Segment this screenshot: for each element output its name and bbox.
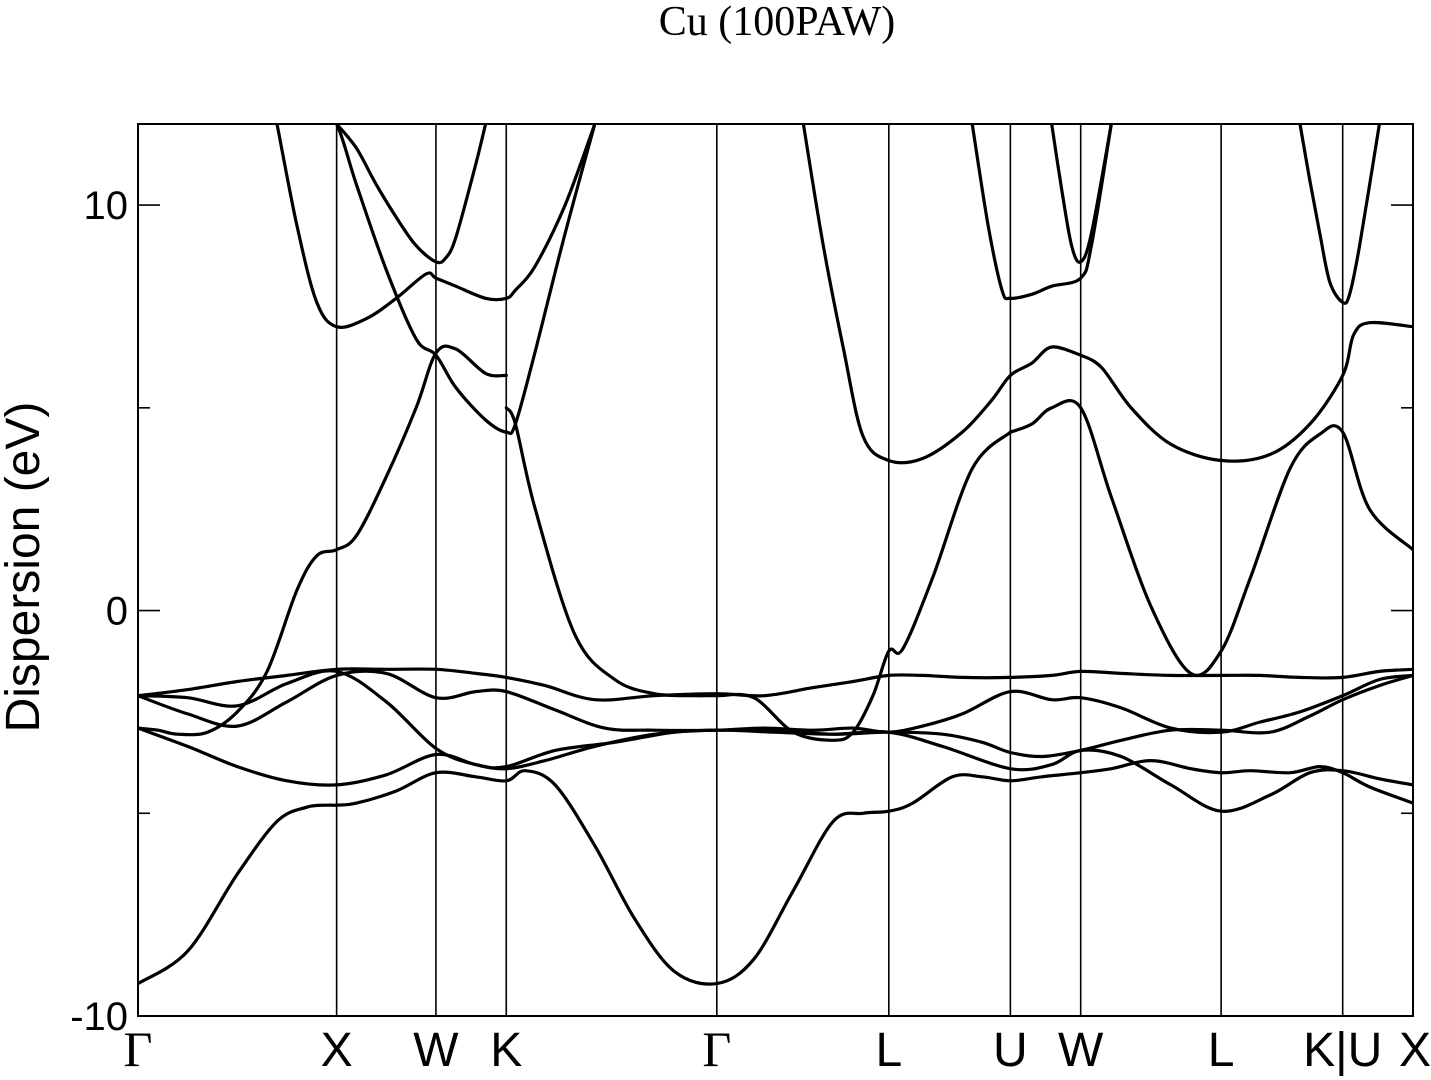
k-path-labels: Γ X W K Γ L U W L K|U X bbox=[124, 1021, 1431, 1077]
k-label-5: L bbox=[875, 1024, 902, 1077]
k-label-7: W bbox=[1058, 1024, 1104, 1077]
band-line-4 bbox=[138, 667, 1413, 702]
band-line-5 bbox=[138, 344, 508, 737]
band-line-12 bbox=[1079, 320, 1413, 463]
band-lines bbox=[138, 124, 1413, 986]
band-line-11 bbox=[801, 124, 1083, 465]
k-label-9: K|U bbox=[1303, 1024, 1382, 1077]
band-line-13 bbox=[970, 124, 1113, 301]
y-axis-ticks: -10 0 10 bbox=[70, 184, 1413, 1039]
k-label-0: Γ bbox=[124, 1021, 153, 1077]
band-line-0 bbox=[138, 759, 1413, 986]
k-label-10: X bbox=[1399, 1024, 1431, 1077]
chart-title: Cu (100PAW) bbox=[659, 0, 896, 45]
band-line-8 bbox=[275, 124, 597, 329]
k-label-3: K bbox=[490, 1024, 522, 1077]
band-line-3 bbox=[138, 669, 1413, 735]
plot-frame bbox=[137, 123, 1414, 1017]
band-line-14 bbox=[1050, 124, 1113, 264]
k-label-4: Γ bbox=[702, 1021, 731, 1077]
k-label-6: U bbox=[993, 1024, 1028, 1077]
band-line-6 bbox=[504, 406, 1012, 742]
k-label-8: L bbox=[1208, 1024, 1235, 1077]
k-label-2: W bbox=[413, 1024, 459, 1077]
y-axis-label: Dispersion (eV) bbox=[0, 402, 50, 733]
band-line-10 bbox=[335, 124, 488, 265]
y-tick-label-0: -10 bbox=[70, 995, 128, 1039]
y-tick-label-1: 0 bbox=[106, 590, 128, 634]
k-label-1: X bbox=[321, 1024, 353, 1077]
band-line-7 bbox=[1008, 399, 1413, 677]
high-symmetry-lines bbox=[335, 124, 1344, 1016]
y-tick-label-2: 10 bbox=[84, 184, 129, 228]
band-line-15 bbox=[1298, 124, 1381, 305]
band-line-9 bbox=[334, 124, 597, 436]
